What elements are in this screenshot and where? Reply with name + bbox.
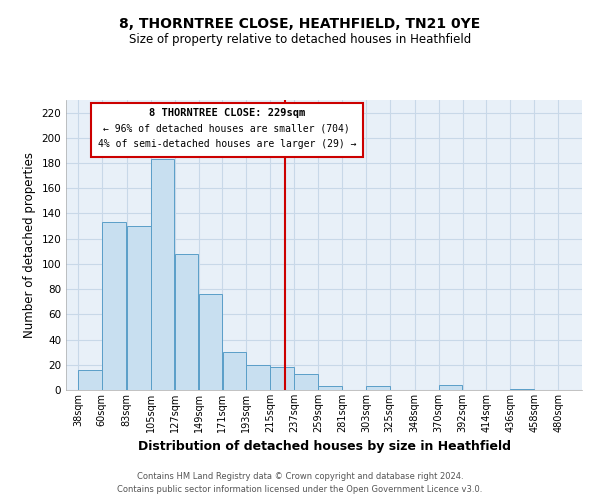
Bar bbox=[247, 365, 270, 390]
Text: ← 96% of detached houses are smaller (704): ← 96% of detached houses are smaller (70… bbox=[103, 123, 350, 133]
Text: Contains HM Land Registry data © Crown copyright and database right 2024.: Contains HM Land Registry data © Crown c… bbox=[137, 472, 463, 481]
Bar bbox=[127, 226, 151, 390]
Text: 8, THORNTREE CLOSE, HEATHFIELD, TN21 0YE: 8, THORNTREE CLOSE, HEATHFIELD, TN21 0YE bbox=[119, 18, 481, 32]
Bar bbox=[78, 370, 101, 390]
Bar bbox=[223, 352, 246, 390]
Bar bbox=[439, 385, 463, 390]
Bar bbox=[318, 386, 342, 390]
Bar bbox=[199, 294, 222, 390]
X-axis label: Distribution of detached houses by size in Heathfield: Distribution of detached houses by size … bbox=[137, 440, 511, 454]
FancyBboxPatch shape bbox=[91, 102, 362, 156]
Text: 8 THORNTREE CLOSE: 229sqm: 8 THORNTREE CLOSE: 229sqm bbox=[149, 108, 305, 118]
Bar bbox=[366, 386, 389, 390]
Bar bbox=[102, 222, 125, 390]
Bar bbox=[294, 374, 318, 390]
Bar bbox=[175, 254, 199, 390]
Text: 4% of semi-detached houses are larger (29) →: 4% of semi-detached houses are larger (2… bbox=[98, 138, 356, 148]
Bar bbox=[151, 160, 175, 390]
Bar bbox=[511, 388, 534, 390]
Text: Contains public sector information licensed under the Open Government Licence v3: Contains public sector information licen… bbox=[118, 485, 482, 494]
Bar bbox=[271, 368, 294, 390]
Text: Size of property relative to detached houses in Heathfield: Size of property relative to detached ho… bbox=[129, 32, 471, 46]
Y-axis label: Number of detached properties: Number of detached properties bbox=[23, 152, 36, 338]
